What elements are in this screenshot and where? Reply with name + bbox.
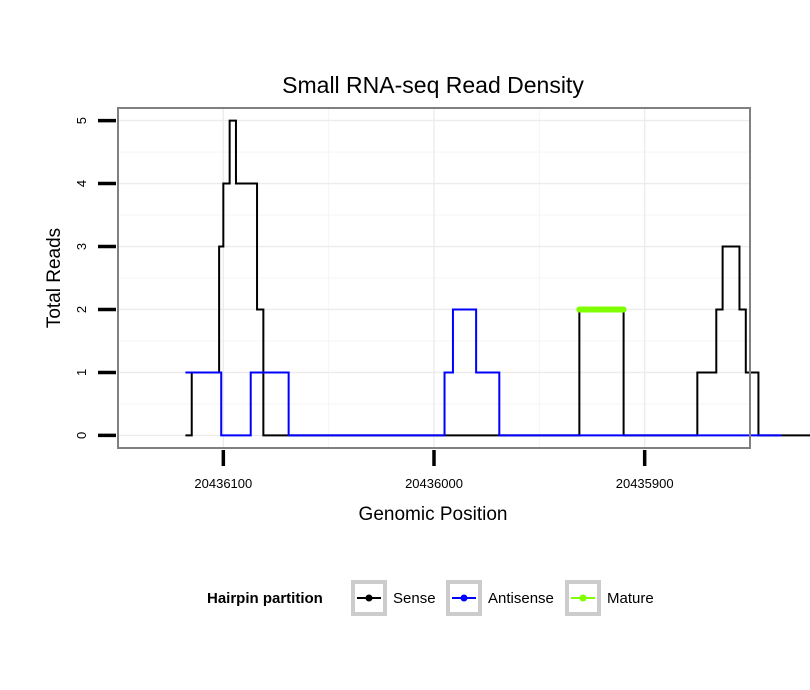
legend-title: Hairpin partition [207, 590, 323, 607]
legend-label-mature: Mature [607, 590, 654, 607]
legend-label-sense: Sense [393, 590, 436, 607]
legend-label-antisense: Antisense [488, 590, 554, 607]
x-axis-title: Genomic Position [359, 504, 508, 525]
chart-title: Small RNA-seq Read Density [282, 72, 584, 98]
data-series [185, 119, 810, 437]
legend-dot-antisense [460, 594, 468, 602]
x-axis: 20436100 20436000 20435900 [194, 450, 674, 491]
y-tick-label: 4 [74, 180, 89, 187]
y-axis: 0 1 2 3 4 5 [74, 117, 116, 439]
y-tick-label: 3 [74, 243, 89, 250]
x-tick-label: 20435900 [616, 476, 674, 491]
y-axis-title: Total Reads [44, 228, 65, 328]
legend: Hairpin partition Sense Antisense Mature [207, 580, 654, 616]
series-line-antisense [185, 308, 782, 437]
legend-dot-sense [365, 594, 373, 602]
series-line-sense [185, 119, 810, 437]
legend-item-mature: Mature [565, 580, 654, 616]
y-tick-label: 0 [74, 432, 89, 439]
legend-item-antisense: Antisense [446, 580, 554, 616]
x-tick-label: 20436100 [194, 476, 252, 491]
legend-dot-mature [579, 594, 587, 602]
plot-border [117, 107, 751, 449]
y-tick-label: 2 [74, 306, 89, 313]
y-tick-label: 5 [74, 117, 89, 124]
y-tick-label: 1 [74, 369, 89, 376]
legend-item-sense: Sense [351, 580, 436, 616]
x-tick-label: 20436000 [405, 476, 463, 491]
